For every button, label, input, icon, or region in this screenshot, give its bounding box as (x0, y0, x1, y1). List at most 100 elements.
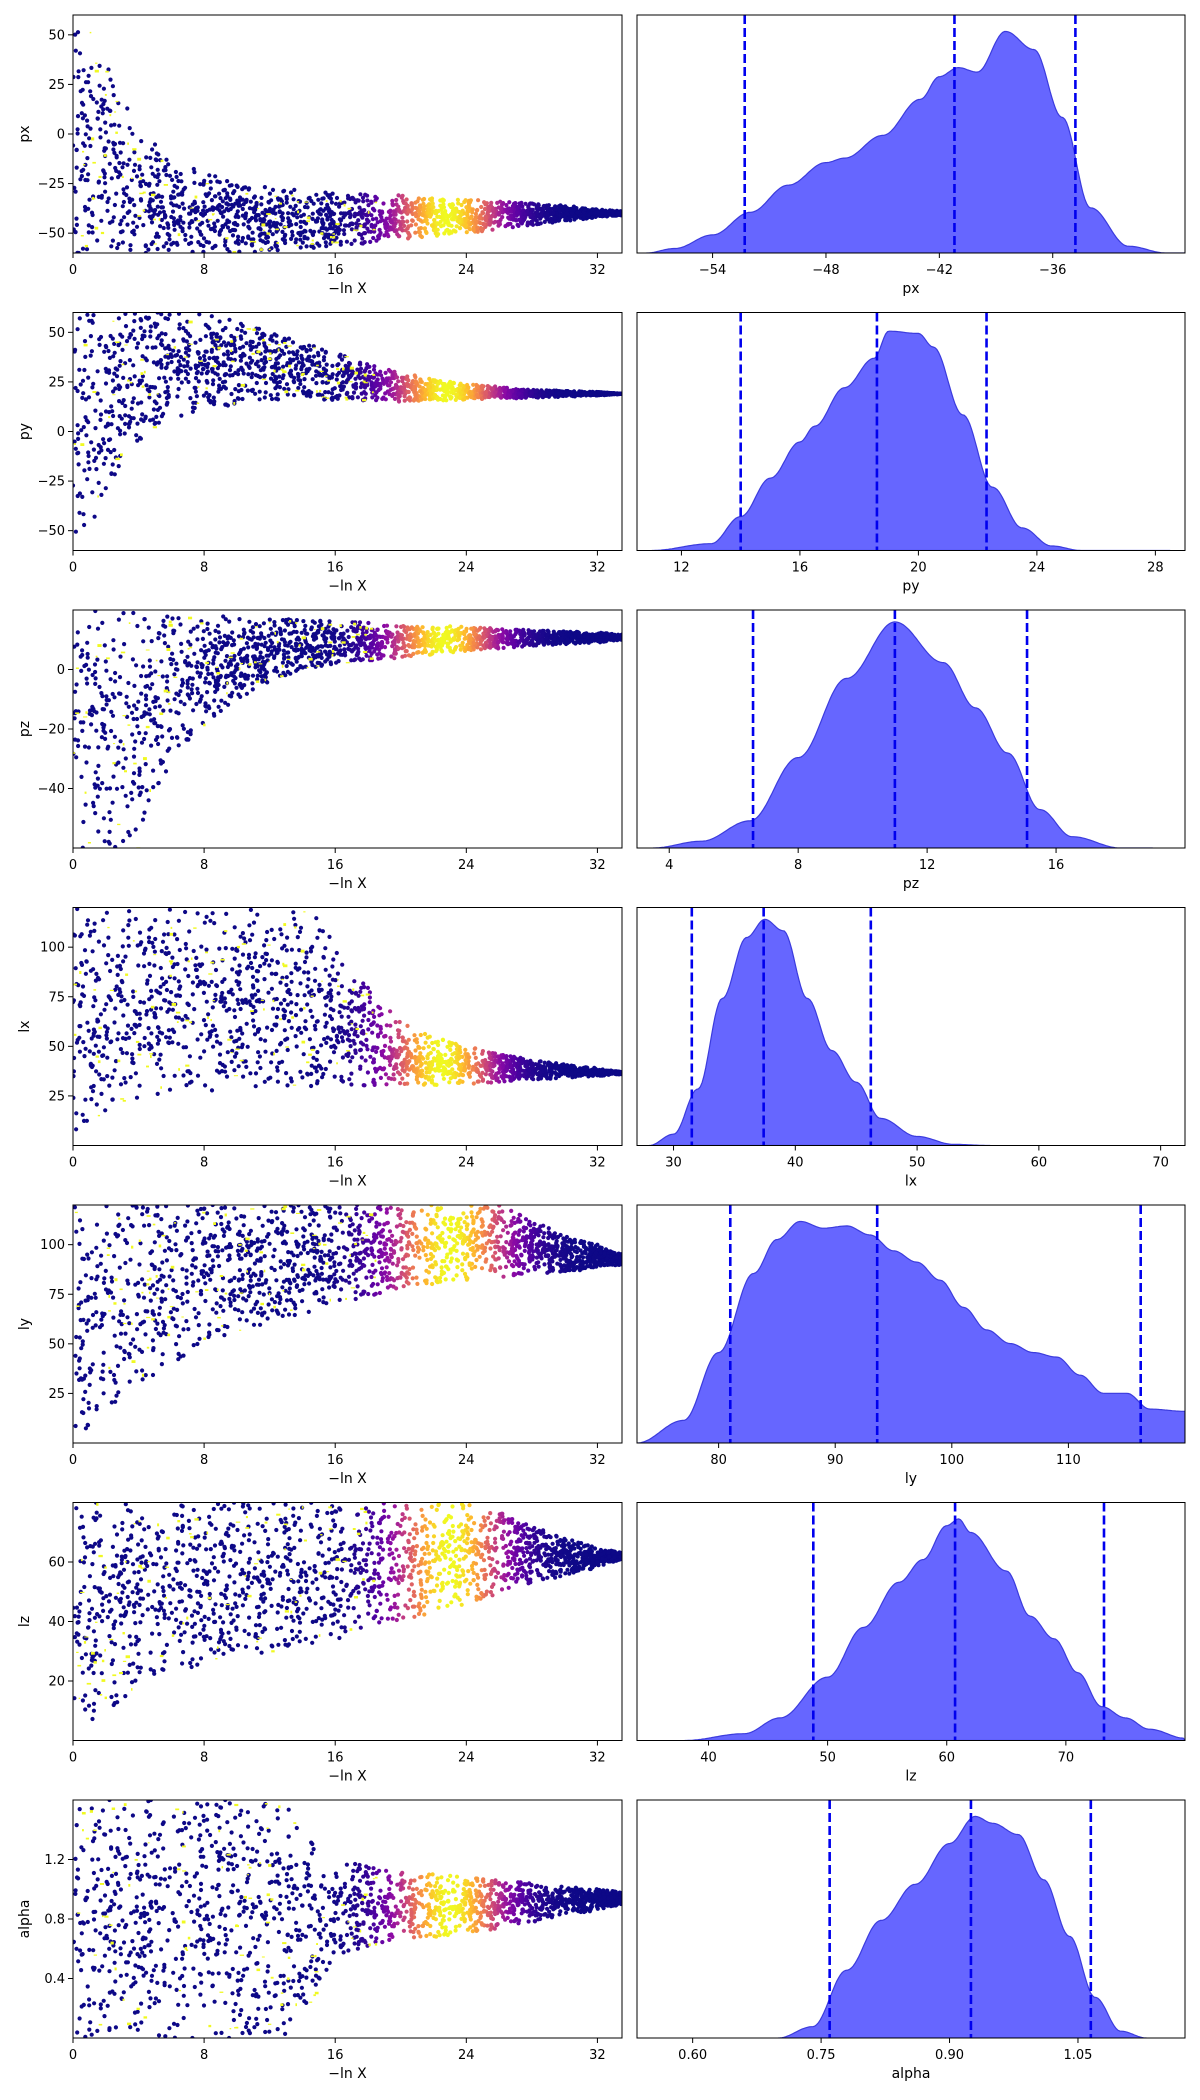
sample-point (373, 223, 378, 228)
sample-point (291, 197, 296, 202)
sample-point (80, 494, 85, 499)
sample-point (407, 397, 412, 402)
sample-point (431, 388, 436, 393)
sample-point (246, 219, 251, 224)
sample-point (148, 418, 153, 423)
sample-point (342, 647, 347, 652)
sample-point-highlight (261, 378, 267, 381)
sample-point (453, 229, 458, 234)
sample-point (89, 349, 94, 354)
sample-point (488, 217, 493, 222)
sample-point (105, 421, 111, 426)
sample-point (317, 243, 322, 248)
sample-point (131, 716, 136, 722)
sample-point (135, 341, 141, 346)
sample-point (236, 389, 241, 394)
sample-point (228, 373, 233, 378)
sample-point (277, 374, 282, 379)
sample-point (267, 191, 272, 196)
sample-point (147, 203, 152, 208)
sample-point (434, 638, 439, 643)
sample-point (160, 205, 165, 210)
sample-point (81, 391, 86, 396)
sample-point (363, 646, 368, 651)
sample-point (168, 376, 173, 381)
x-axis-label: −ln X (328, 579, 367, 595)
x-tick-label: 24 (458, 263, 475, 278)
sample-point (201, 249, 206, 253)
sample-point (183, 185, 188, 190)
sample-point (161, 168, 166, 173)
sample-point (104, 668, 109, 673)
sample-point (103, 381, 109, 386)
sample-point (298, 219, 303, 224)
sample-point-highlight (92, 391, 97, 393)
sample-point (123, 421, 128, 426)
sample-point (176, 386, 181, 392)
sample-point (418, 377, 423, 382)
sample-point (317, 392, 322, 397)
sample-point (235, 198, 240, 203)
sample-point (403, 649, 408, 654)
sample-point (269, 631, 275, 636)
sample-point-highlight (112, 394, 116, 396)
sample-point (250, 687, 255, 692)
sample-point (139, 400, 144, 405)
sample-point (446, 214, 451, 219)
sample-point (433, 393, 438, 398)
sample-point (300, 389, 306, 394)
sample-point-highlight (363, 373, 367, 377)
sample-point (185, 360, 190, 365)
sample-point (251, 635, 256, 640)
sample-point (155, 246, 160, 252)
sample-point (471, 382, 476, 387)
sample-point (257, 397, 262, 402)
sample-point (175, 372, 180, 377)
sample-point (75, 493, 80, 499)
x-tick-label: 16 (327, 263, 344, 278)
sample-point (184, 346, 189, 351)
sample-point (98, 398, 103, 403)
sample-point (95, 116, 100, 121)
sample-point-highlight (80, 443, 85, 446)
sample-point (487, 222, 492, 227)
sample-point (390, 201, 395, 206)
sample-point (209, 198, 214, 203)
sample-point-highlight (139, 192, 144, 195)
sample-point (181, 337, 186, 342)
x-tick-label: 12 (673, 561, 690, 576)
sample-point (406, 230, 411, 235)
sample-point (75, 114, 81, 119)
sample-point (311, 344, 316, 349)
sample-point (236, 234, 241, 239)
sample-point-highlight (325, 200, 328, 202)
sample-point (295, 356, 300, 361)
sample-point (99, 218, 104, 223)
sample-point (358, 192, 363, 197)
sample-point (124, 185, 130, 190)
sample-point (132, 683, 137, 689)
sample-point (121, 765, 126, 770)
sample-point (329, 221, 334, 226)
sample-point-highlight (267, 344, 271, 346)
sample-point (159, 338, 164, 343)
sample-point (309, 198, 314, 204)
sample-point (97, 83, 102, 88)
sample-point (90, 320, 95, 325)
sample-point (211, 402, 217, 407)
sample-point (478, 220, 483, 226)
y-tick-label: 0 (57, 128, 65, 143)
sample-point (225, 247, 230, 252)
sample-point (557, 218, 562, 223)
sample-point (449, 395, 454, 400)
sample-point (86, 395, 92, 400)
sample-point (269, 396, 275, 402)
sample-point-highlight (261, 223, 266, 227)
sample-point-highlight (83, 343, 88, 347)
sample-point (311, 354, 317, 359)
sample-point (231, 341, 236, 347)
sample-point (212, 194, 218, 199)
sample-point (90, 225, 95, 230)
sample-point (103, 189, 108, 194)
sample-point (475, 385, 480, 390)
